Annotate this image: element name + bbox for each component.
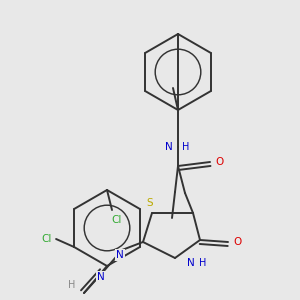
Text: S: S bbox=[147, 198, 153, 208]
Text: N: N bbox=[165, 142, 173, 152]
Text: H: H bbox=[182, 142, 190, 152]
Text: N: N bbox=[187, 258, 195, 268]
Text: N: N bbox=[116, 250, 124, 260]
Text: Cl: Cl bbox=[41, 234, 51, 244]
Text: Cl: Cl bbox=[112, 215, 122, 225]
Text: N: N bbox=[97, 272, 105, 282]
Text: O: O bbox=[234, 237, 242, 247]
Text: H: H bbox=[199, 258, 206, 268]
Text: H: H bbox=[68, 280, 76, 290]
Text: O: O bbox=[216, 157, 224, 167]
